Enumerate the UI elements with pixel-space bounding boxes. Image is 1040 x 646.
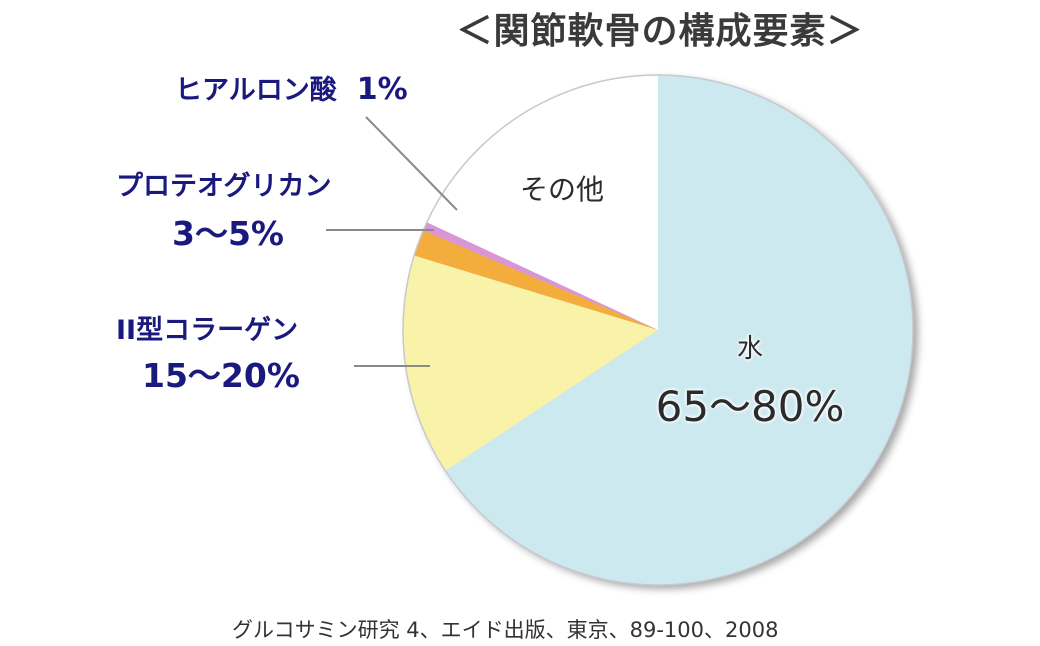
source-citation: グルコサミン研究 4、エイド出版、東京、89-100、2008 <box>232 618 779 642</box>
pie-slice-collagen <box>402 255 658 471</box>
label-hyaluronic-acid: ヒアルロン酸 1% <box>175 68 408 107</box>
label-proteoglycan-name: プロテオグリカン <box>116 171 332 202</box>
label-hyaluronic-acid-pct: 1% <box>356 72 408 107</box>
leader-line-hyaluronic-acid <box>365 116 458 211</box>
label-proteoglycan-pct: 3〜5% <box>172 214 284 253</box>
label-water-pct: 65〜80% <box>655 382 845 431</box>
label-collagen-pct: 15〜20% <box>142 356 300 395</box>
label-other: その他 <box>520 173 605 206</box>
label-water: 水 65〜80% <box>640 328 860 434</box>
pie-slice-water <box>445 75 913 585</box>
label-collagen-name: II型コラーゲン <box>116 315 299 346</box>
label-collagen: II型コラーゲン 15〜20% <box>116 308 300 397</box>
chart-title: ＜関節軟骨の構成要素＞ <box>456 11 864 52</box>
pie-slice-proteoglycan <box>414 230 658 330</box>
pie-slices <box>402 75 913 585</box>
pie-slice-other <box>426 75 658 330</box>
pie-outline <box>402 74 914 586</box>
leader-lines <box>326 116 458 367</box>
label-proteoglycan: プロテオグリカン 3〜5% <box>116 164 331 255</box>
label-hyaluronic-acid-name: ヒアルロン酸 <box>175 75 337 106</box>
pie-slice-hyaluronic-acid <box>423 222 658 330</box>
label-water-name: 水 <box>736 334 763 364</box>
